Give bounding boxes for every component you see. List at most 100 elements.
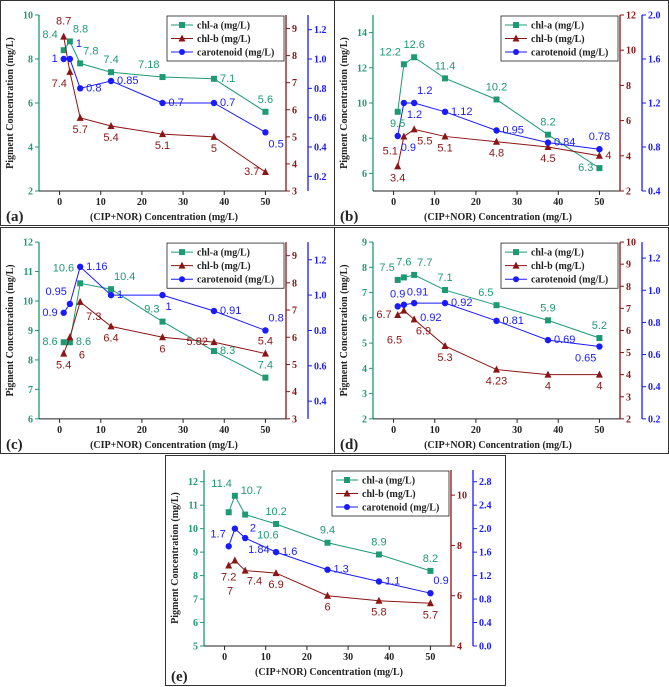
data-label: 1 bbox=[117, 289, 123, 301]
data-label: 8.9 bbox=[371, 536, 386, 548]
y-tick-label: 4 bbox=[626, 370, 631, 381]
carotenoid-point bbox=[159, 291, 166, 299]
x-tick-label: 10 bbox=[430, 425, 440, 436]
data-label: 0.81 bbox=[503, 315, 524, 327]
legend-label: chl-b (mg/L) bbox=[531, 34, 585, 45]
data-label: 0.8 bbox=[268, 312, 283, 324]
panel-c: 0 10 20 30 40 50 6 7 8 9 10 11 12 3 4 5 6 7 8 9 0.4 0.6 0.8 1.0… bbox=[0, 227, 335, 454]
data-label: 1.12 bbox=[451, 106, 472, 118]
carotenoid-point bbox=[375, 578, 383, 585]
x-tick-label: 50 bbox=[594, 425, 604, 436]
chl-b-point bbox=[400, 306, 408, 314]
chl-a-point bbox=[66, 38, 73, 45]
chl-b-point bbox=[231, 556, 239, 564]
x-tick-label: 20 bbox=[471, 197, 481, 208]
chl-b-point bbox=[394, 162, 402, 170]
data-label: 8.2 bbox=[423, 553, 438, 565]
data-label: 1.84 bbox=[248, 544, 269, 556]
y-tick-label: 5 bbox=[193, 642, 198, 653]
y-tick-label: 12 bbox=[626, 11, 636, 22]
y-tick-label: 12 bbox=[23, 238, 33, 249]
x-tick-label: 10 bbox=[430, 197, 440, 208]
x-tick-label: 40 bbox=[553, 425, 563, 436]
chl-b-point bbox=[66, 333, 74, 341]
y-tick-label: 6 bbox=[362, 169, 367, 180]
y-tick-label: 0.4 bbox=[314, 143, 327, 154]
data-label: 5.1 bbox=[155, 140, 170, 152]
y-tick-label: 8 bbox=[292, 51, 297, 62]
data-label: 10.2 bbox=[265, 506, 286, 518]
carotenoid-point bbox=[596, 146, 603, 153]
x-tick-label: 0 bbox=[391, 425, 396, 436]
carotenoid-point bbox=[225, 543, 232, 550]
x-tick-label: 50 bbox=[594, 197, 604, 208]
x-axis-title: (CIP+NOR) Concentration (mg/L) bbox=[90, 212, 238, 223]
y-tick-label: 7 bbox=[626, 304, 631, 315]
legend-label: carotenoid (mg/L) bbox=[362, 503, 439, 514]
chl-b-point bbox=[272, 569, 280, 577]
data-label: 0.7 bbox=[220, 97, 235, 109]
legend-label: carotenoid (mg/L) bbox=[531, 48, 608, 59]
carotenoid-point bbox=[394, 303, 401, 310]
data-label: 8.7 bbox=[56, 16, 71, 28]
chl-a-point bbox=[411, 54, 418, 61]
data-label: 5.7 bbox=[423, 609, 438, 621]
y-tick-label: 1.6 bbox=[648, 55, 661, 66]
data-label: 0.92 bbox=[420, 312, 441, 324]
y-tick-label: 8 bbox=[28, 55, 33, 66]
chl-a-point bbox=[394, 108, 401, 115]
carotenoid-point bbox=[410, 299, 418, 307]
chl-b-point bbox=[441, 341, 449, 349]
y-tick-label: 8 bbox=[626, 81, 631, 92]
data-label: 5.4 bbox=[258, 336, 273, 348]
data-label: 6 bbox=[324, 602, 330, 614]
chl-a-point bbox=[159, 318, 166, 325]
panel-label: (c) bbox=[6, 437, 23, 453]
data-label: 7.3 bbox=[86, 311, 101, 323]
data-label: 1.6 bbox=[282, 546, 297, 558]
y-tick-label: 3 bbox=[292, 187, 297, 198]
chart-svg: 0 10 20 30 40 50 6 8 10 12 14 2 4 6 8 10 12 0.4 0.8 1.2 1.6 2… bbox=[339, 11, 661, 226]
legend-square-icon bbox=[344, 477, 350, 483]
y-tick-label: 8 bbox=[362, 134, 367, 145]
data-label: 7.6 bbox=[396, 256, 411, 268]
y-tick-label: 3 bbox=[626, 392, 631, 403]
data-label: 1.16 bbox=[86, 261, 107, 273]
legend-label: chl-a (mg/L) bbox=[362, 476, 415, 487]
y-tick-label: 1.2 bbox=[314, 25, 327, 36]
y-tick-label: 5 bbox=[292, 360, 297, 371]
chl-a-point bbox=[77, 280, 84, 287]
chl-a-point bbox=[400, 274, 407, 281]
data-label: 0.92 bbox=[451, 297, 472, 309]
chl-b-point bbox=[544, 143, 552, 150]
data-label: 10.2 bbox=[486, 81, 507, 93]
data-label: 0.95 bbox=[45, 286, 66, 298]
chl-a-point bbox=[324, 539, 331, 546]
y-tick-label: 5 bbox=[362, 339, 367, 350]
chl-b-point bbox=[60, 32, 68, 40]
y-tick-label: 0.6 bbox=[314, 113, 327, 124]
y-tick-label: 10 bbox=[626, 238, 636, 249]
data-label: 5.1 bbox=[437, 142, 452, 154]
legend-circle-icon bbox=[513, 276, 519, 283]
y-tick-label: 8 bbox=[193, 571, 198, 582]
data-label: 6.5 bbox=[387, 334, 402, 346]
y-axis-title: Pigment Concentration (mg/L) bbox=[170, 492, 181, 624]
legend-square-icon bbox=[513, 249, 519, 256]
y-tick-label: 10 bbox=[457, 491, 467, 502]
y-tick-label: 4 bbox=[292, 387, 297, 398]
chl-a-point bbox=[442, 287, 449, 294]
data-label: 0.9 bbox=[42, 307, 57, 319]
chl-a-point bbox=[60, 47, 67, 54]
y-tick-label: 1.2 bbox=[479, 571, 492, 582]
data-label: 0.91 bbox=[220, 305, 241, 317]
carotenoid-point bbox=[493, 127, 500, 134]
chl-a-point bbox=[596, 165, 603, 172]
chl-b-point bbox=[76, 113, 84, 121]
data-label: 7.18 bbox=[138, 59, 159, 71]
data-label: 9.3 bbox=[144, 304, 159, 316]
y-tick-label: 10 bbox=[23, 296, 33, 307]
carotenoid-point bbox=[262, 129, 269, 136]
carotenoid-point bbox=[76, 263, 84, 271]
